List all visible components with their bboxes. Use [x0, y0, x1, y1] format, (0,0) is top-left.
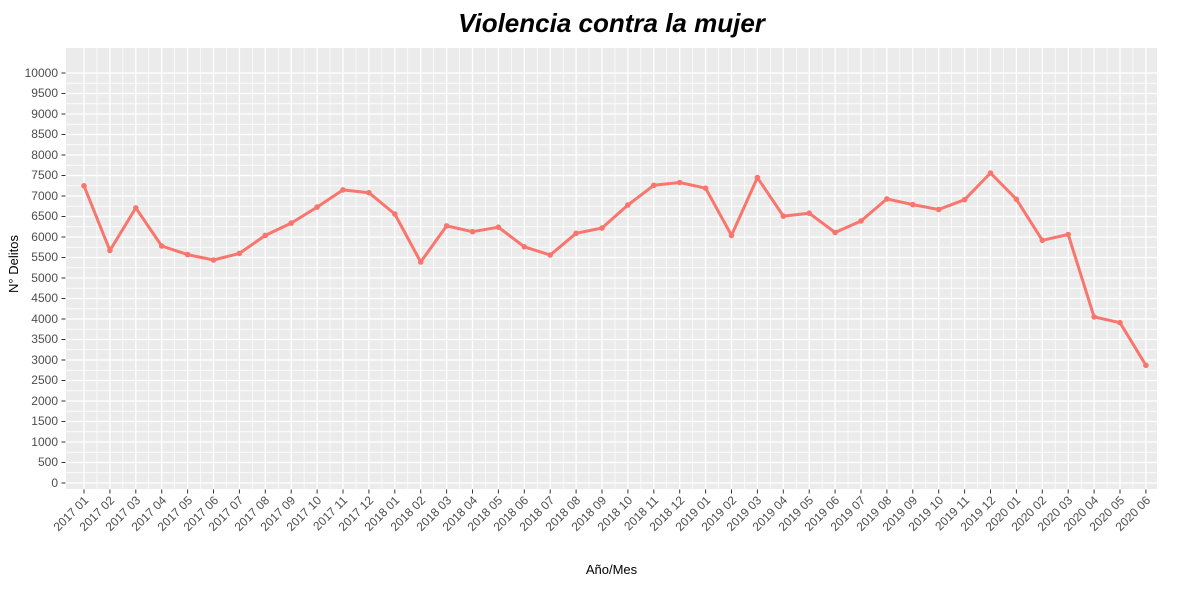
- data-point: [910, 201, 916, 208]
- data-point: [780, 213, 787, 219]
- data-point: [288, 220, 295, 226]
- y-tick-label: 4500: [31, 291, 58, 305]
- panel-background: [66, 48, 1157, 489]
- data-point: [935, 206, 942, 213]
- data-point: [262, 232, 269, 239]
- y-tick-label: 8000: [31, 147, 58, 162]
- data-point: [417, 259, 424, 265]
- data-line: [82, 171, 1148, 367]
- y-tick-label: 10000: [24, 65, 58, 80]
- y-tick-label: 500: [37, 455, 58, 469]
- data-point: [81, 183, 87, 189]
- data-point: [625, 202, 631, 208]
- data-point: [469, 228, 476, 235]
- data-point: [443, 223, 450, 229]
- data-point: [599, 225, 605, 231]
- data-point: [495, 224, 502, 230]
- data-point: [1013, 196, 1020, 203]
- y-tick-label: 1500: [31, 414, 58, 428]
- data-point: [961, 196, 968, 203]
- y-tick-label: 1000: [31, 434, 58, 449]
- y-tick-label: 0: [51, 475, 58, 490]
- data-point: [858, 218, 864, 224]
- data-point: [1143, 362, 1149, 369]
- y-tick-label: 9000: [31, 106, 58, 121]
- y-tick-label: 8500: [31, 127, 58, 141]
- data-point: [832, 229, 838, 236]
- y-tick-label: 2000: [31, 393, 58, 408]
- y-tick-label: 7500: [31, 168, 58, 182]
- data-point: [236, 250, 243, 257]
- data-point: [314, 204, 320, 210]
- data-point: [184, 251, 191, 258]
- data-point: [340, 187, 346, 193]
- y-tick-label: 3000: [31, 352, 58, 367]
- data-point: [987, 170, 994, 176]
- y-tick-label: 9500: [31, 86, 58, 100]
- data-point: [521, 244, 528, 250]
- data-point: [210, 257, 217, 263]
- data-point: [1117, 319, 1123, 326]
- data-point: [702, 185, 709, 191]
- data-point: [651, 182, 657, 189]
- data-point: [392, 211, 398, 217]
- data-point: [1065, 231, 1071, 238]
- y-tick-label: 5000: [31, 270, 58, 285]
- y-tick-label: 3500: [31, 332, 58, 346]
- y-tick-label: 7000: [31, 188, 58, 203]
- data-point: [884, 196, 890, 202]
- data-point: [1091, 314, 1097, 320]
- data-point: [547, 252, 553, 258]
- y-tick-label: 5500: [31, 250, 58, 264]
- data-point: [107, 247, 113, 254]
- y-tick-label: 6000: [31, 229, 58, 244]
- y-tick-label: 4000: [31, 311, 58, 326]
- y-tick-label: 2500: [31, 373, 58, 387]
- data-point: [1039, 237, 1046, 244]
- data-point: [754, 174, 761, 181]
- data-point: [158, 243, 165, 249]
- y-tick-label: 6500: [31, 209, 58, 223]
- data-point: [676, 179, 683, 186]
- data-point: [133, 205, 139, 211]
- data-point: [728, 232, 735, 239]
- chart-title: Violencia contra la mujer: [458, 8, 765, 38]
- data-point: [366, 189, 372, 196]
- data-point: [806, 210, 812, 216]
- x-axis-title: Año/Mes: [585, 562, 638, 577]
- data-point: [573, 230, 579, 237]
